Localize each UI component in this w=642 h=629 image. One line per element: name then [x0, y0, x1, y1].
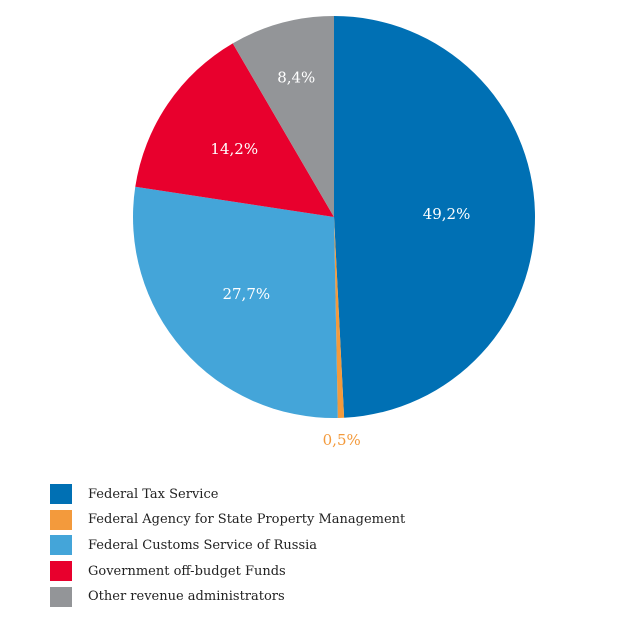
pie-slice-3 [135, 43, 334, 217]
legend-label: Federal Tax Service [88, 486, 219, 502]
slice-value-label-3: 14,2% [210, 140, 258, 158]
legend-swatch [50, 509, 72, 530]
legend-item-federal-customs-service: Federal Customs Service of Russia [50, 535, 405, 556]
slice-value-label-0: 49,2% [423, 205, 471, 223]
slice-value-label-4: 8,4% [277, 68, 315, 86]
pie-chart: 49,2% 0,5% 27,7% 14,2% 8,4% [133, 16, 535, 449]
legend: Federal Tax Service Federal Agency for S… [50, 484, 405, 612]
legend-label: Federal Customs Service of Russia [88, 537, 318, 553]
legend-label: Government off-budget Funds [88, 563, 286, 579]
legend-item-federal-tax-service: Federal Tax Service [50, 484, 405, 504]
slice-value-label-1: 0,5% [323, 431, 361, 449]
legend-swatch [50, 586, 72, 607]
legend-item-federal-agency-state-property: Federal Agency for State Property Manage… [50, 509, 406, 530]
legend-item-government-off-budget-funds: Government off-budget Funds [50, 561, 405, 582]
legend-swatch [50, 484, 72, 504]
legend-swatch [50, 561, 72, 582]
legend-swatch [50, 535, 72, 556]
legend-label: Federal Agency for State Property Manage… [88, 512, 406, 528]
slice-value-label-2: 27,7% [222, 285, 270, 303]
pie-slice-4 [232, 16, 334, 217]
legend-item-other-revenue-administrators: Other revenue administrators [50, 586, 405, 607]
pie-slice-0 [334, 16, 535, 418]
pie-slice-1 [334, 217, 345, 418]
pie-slice-2 [133, 186, 338, 418]
legend-label: Other revenue administrators [88, 589, 285, 605]
